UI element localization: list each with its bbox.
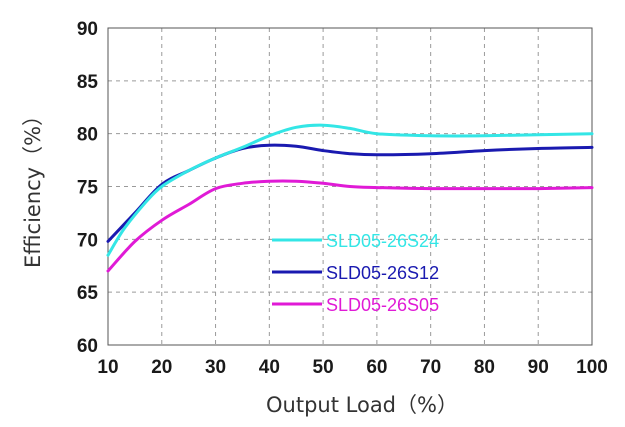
y-tick-label: 65 — [77, 283, 99, 304]
x-tick-label: 50 — [313, 357, 334, 378]
y-tick-label: 75 — [77, 178, 99, 199]
legend-label: SLD05-26S05 — [326, 295, 439, 315]
x-tick-label: 40 — [259, 357, 280, 378]
series-line-sld05-26s24 — [106, 123, 594, 257]
legend-label: SLD05-26S12 — [326, 263, 439, 283]
x-axis-title: Output Load（%） — [266, 393, 458, 417]
tick-labels: 60 65 70 75 80 85 90 10 20 30 40 50 60 70 80 90 100 — [77, 19, 608, 378]
y-tick-label: 70 — [77, 230, 98, 251]
x-tick-label: 60 — [366, 357, 387, 378]
y-tick-label: 80 — [77, 125, 98, 146]
y-tick-label: 60 — [77, 336, 98, 357]
series-lines — [106, 123, 594, 273]
x-tick-label: 100 — [576, 357, 608, 378]
series-line-sld05-26s05 — [106, 179, 594, 273]
series-line-sld05-26s12 — [106, 143, 594, 243]
x-tick-label: 10 — [97, 357, 118, 378]
x-tick-label: 80 — [474, 357, 495, 378]
x-tick-label: 20 — [151, 357, 172, 378]
y-tick-label: 90 — [77, 19, 98, 40]
x-tick-label: 30 — [205, 357, 226, 378]
y-tick-label: 85 — [77, 72, 99, 93]
y-axis-title: Efficiency（%） — [21, 105, 45, 268]
legend: SLD05-26S24 SLD05-26S12 SLD05-26S05 — [272, 231, 439, 315]
x-tick-label: 70 — [420, 357, 441, 378]
x-tick-label: 90 — [528, 357, 549, 378]
legend-label: SLD05-26S24 — [326, 231, 439, 251]
